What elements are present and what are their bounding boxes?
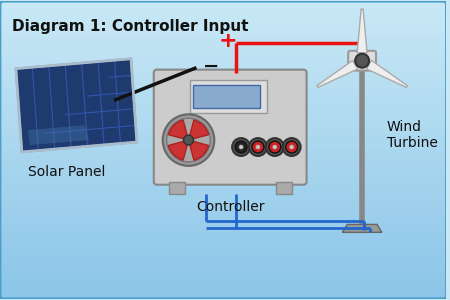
Text: Wind
Turbine: Wind Turbine: [387, 120, 438, 150]
Bar: [0, 217, 446, 224]
Bar: [0, 172, 446, 180]
FancyBboxPatch shape: [190, 80, 267, 113]
Text: Controller: Controller: [196, 200, 265, 214]
Circle shape: [166, 118, 210, 162]
Wedge shape: [168, 120, 189, 140]
Bar: [0, 135, 446, 142]
Bar: [0, 83, 446, 91]
Circle shape: [249, 138, 267, 156]
FancyBboxPatch shape: [194, 85, 260, 108]
Bar: [0, 98, 446, 105]
Bar: [0, 128, 446, 135]
Bar: [0, 284, 446, 291]
Circle shape: [235, 141, 247, 153]
Text: Solar Panel: Solar Panel: [28, 165, 105, 179]
Bar: [0, 142, 446, 150]
Polygon shape: [357, 9, 367, 53]
Bar: [0, 1, 446, 9]
Bar: [0, 232, 446, 239]
Bar: [0, 269, 446, 277]
Text: +: +: [219, 31, 238, 51]
Bar: [0, 277, 446, 284]
Wedge shape: [168, 140, 189, 160]
Circle shape: [252, 141, 264, 153]
Bar: [0, 262, 446, 269]
Bar: [0, 38, 446, 46]
Bar: [0, 224, 446, 232]
Bar: [0, 76, 446, 83]
Polygon shape: [317, 60, 358, 87]
Circle shape: [163, 114, 214, 166]
Wedge shape: [189, 140, 209, 160]
Bar: [0, 209, 446, 217]
Text: Diagram 1: Controller Input: Diagram 1: Controller Input: [12, 19, 248, 34]
Text: −: −: [203, 57, 220, 76]
Circle shape: [355, 54, 369, 68]
Bar: [0, 202, 446, 209]
Bar: [276, 182, 292, 194]
Circle shape: [239, 145, 243, 149]
Bar: [0, 180, 446, 187]
FancyBboxPatch shape: [348, 51, 376, 70]
Circle shape: [286, 141, 297, 153]
Polygon shape: [342, 224, 382, 232]
Circle shape: [290, 145, 294, 149]
Bar: [0, 187, 446, 195]
Bar: [0, 31, 446, 38]
Bar: [0, 23, 446, 31]
Bar: [169, 182, 184, 194]
Bar: [0, 91, 446, 98]
Bar: [0, 46, 446, 53]
Polygon shape: [28, 125, 89, 145]
Circle shape: [269, 141, 281, 153]
Bar: [0, 165, 446, 172]
Circle shape: [266, 138, 284, 156]
Bar: [0, 9, 446, 16]
Bar: [0, 195, 446, 202]
Bar: [0, 113, 446, 120]
Circle shape: [273, 145, 277, 149]
Polygon shape: [366, 60, 407, 87]
Circle shape: [283, 138, 301, 156]
Circle shape: [232, 138, 250, 156]
Circle shape: [184, 135, 194, 145]
Bar: [0, 254, 446, 262]
Bar: [0, 61, 446, 68]
Bar: [0, 16, 446, 23]
Bar: [0, 239, 446, 247]
Wedge shape: [189, 120, 209, 140]
Bar: [0, 120, 446, 128]
Bar: [0, 53, 446, 61]
Bar: [0, 68, 446, 76]
Bar: [0, 158, 446, 165]
FancyBboxPatch shape: [154, 70, 306, 185]
Bar: [0, 247, 446, 254]
Bar: [0, 105, 446, 113]
Bar: [0, 291, 446, 299]
Circle shape: [256, 145, 260, 149]
Bar: [0, 150, 446, 158]
Polygon shape: [16, 59, 137, 152]
